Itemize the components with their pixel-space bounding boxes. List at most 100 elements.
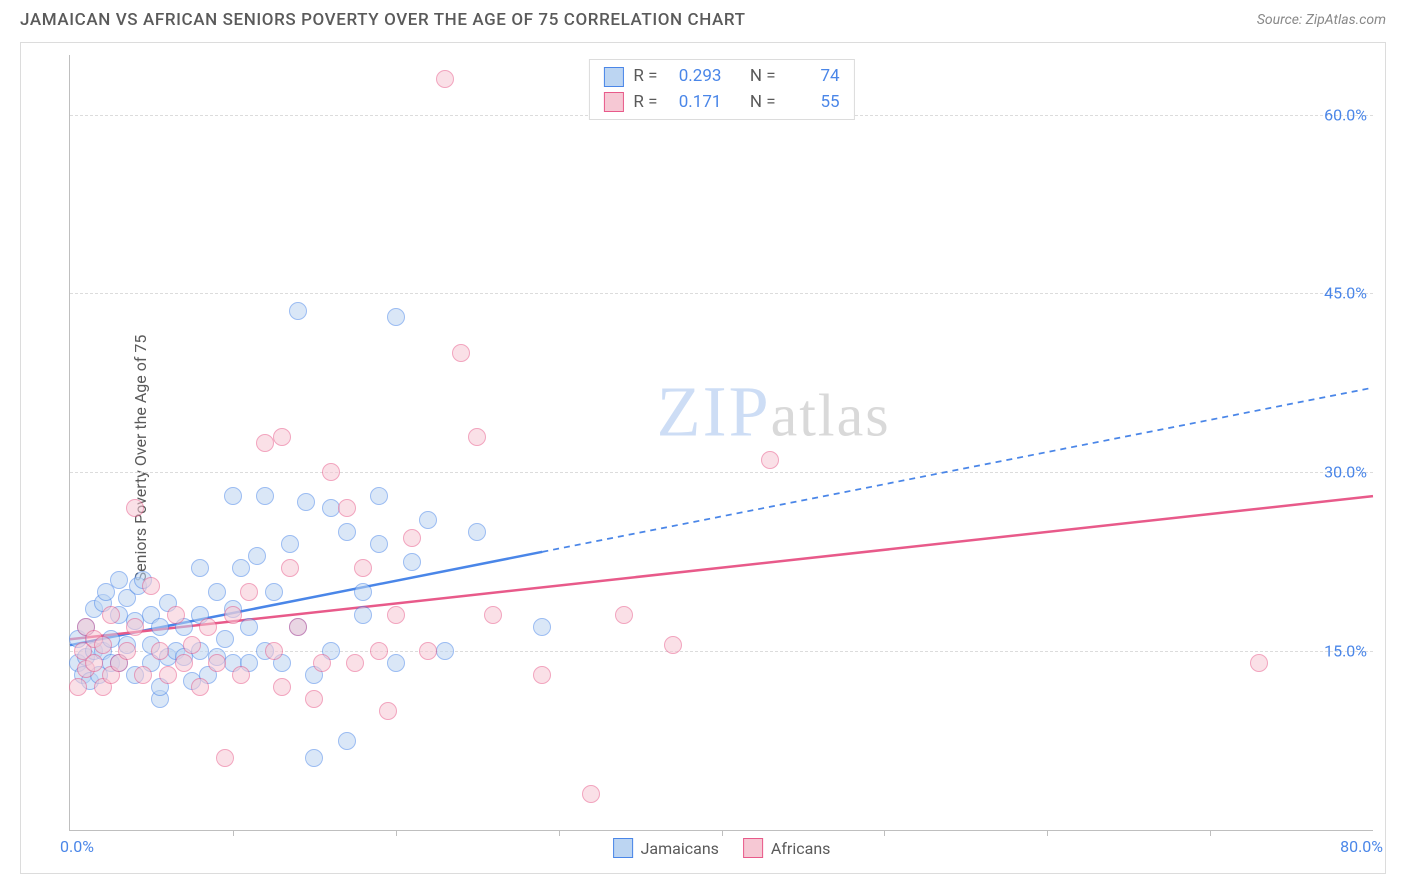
legend-row: R = 0.171 N = 55 (603, 90, 839, 116)
data-point (533, 618, 551, 636)
chart-title: JAMAICAN VS AFRICAN SENIORS POVERTY OVER… (20, 10, 746, 30)
data-point (256, 487, 274, 505)
data-point (533, 666, 551, 684)
data-point (199, 618, 217, 636)
data-point (126, 499, 144, 517)
data-point (175, 654, 193, 672)
data-point (289, 302, 307, 320)
data-point (419, 642, 437, 660)
data-point (118, 642, 136, 660)
data-point (94, 636, 112, 654)
data-point (273, 678, 291, 696)
legend-label: Africans (771, 839, 830, 858)
x-tick (722, 830, 723, 836)
data-point (151, 618, 169, 636)
plot-area: ZIPatlas R = 0.293 N = 74 R = 0.171 N = … (69, 55, 1373, 831)
data-point (224, 487, 242, 505)
data-point (582, 785, 600, 803)
y-tick-label: 45.0% (1324, 284, 1367, 303)
data-point (102, 606, 120, 624)
data-point (346, 654, 364, 672)
data-point (1250, 654, 1268, 672)
legend-r-value: 0.293 (667, 64, 721, 90)
legend-swatch (603, 67, 623, 87)
data-point (110, 571, 128, 589)
data-point (305, 690, 323, 708)
data-point (297, 493, 315, 511)
data-point (256, 434, 274, 452)
legend-item: Africans (743, 838, 830, 858)
legend-n-label: N = (750, 64, 776, 90)
y-tick-label: 15.0% (1324, 642, 1367, 661)
x-tick (396, 830, 397, 836)
chart-container: Seniors Poverty Over the Age of 75 ZIPat… (20, 42, 1386, 874)
data-point (403, 553, 421, 571)
legend-r-value: 0.171 (667, 90, 721, 116)
data-point (370, 642, 388, 660)
data-point (379, 702, 397, 720)
chart-source: Source: ZipAtlas.com (1257, 12, 1386, 28)
data-point (436, 70, 454, 88)
data-point (452, 344, 470, 362)
data-point (85, 654, 103, 672)
legend-n-value: 55 (786, 90, 840, 116)
data-point (615, 606, 633, 624)
data-point (232, 666, 250, 684)
x-tick (233, 830, 234, 836)
legend-series: Jamaicans Africans (613, 838, 831, 858)
data-point (468, 523, 486, 541)
data-point (338, 732, 356, 750)
data-point (761, 451, 779, 469)
data-point (208, 583, 226, 601)
data-point (183, 636, 201, 654)
data-point (142, 577, 160, 595)
legend-correlation: R = 0.293 N = 74 R = 0.171 N = 55 (588, 59, 854, 120)
data-point (240, 583, 258, 601)
data-point (232, 559, 250, 577)
y-tick-label: 60.0% (1324, 105, 1367, 124)
legend-r-label: R = (633, 90, 657, 116)
data-point (468, 428, 486, 446)
data-point (436, 642, 454, 660)
legend-row: R = 0.293 N = 74 (603, 64, 839, 90)
x-tick (559, 830, 560, 836)
data-point (322, 463, 340, 481)
data-point (191, 678, 209, 696)
data-point (159, 666, 177, 684)
data-point (387, 606, 405, 624)
data-point (305, 749, 323, 767)
x-axis-min-label: 0.0% (60, 837, 94, 856)
data-point (370, 487, 388, 505)
data-point (240, 618, 258, 636)
data-point (354, 559, 372, 577)
legend-item: Jamaicans (613, 838, 719, 858)
legend-swatch (743, 838, 763, 858)
data-point (265, 642, 283, 660)
data-point (419, 511, 437, 529)
x-tick (1047, 830, 1048, 836)
legend-r-label: R = (633, 64, 657, 90)
data-point (208, 654, 226, 672)
data-point (167, 606, 185, 624)
legend-label: Jamaicans (641, 839, 719, 858)
data-point (281, 559, 299, 577)
data-point (248, 547, 266, 565)
legend-n-value: 74 (786, 64, 840, 90)
data-point (69, 678, 87, 696)
data-point (354, 606, 372, 624)
x-axis-max-label: 80.0% (1340, 837, 1383, 856)
data-point (273, 428, 291, 446)
data-point (265, 583, 283, 601)
data-point (151, 642, 169, 660)
x-tick (1210, 830, 1211, 836)
data-point (338, 499, 356, 517)
x-tick (884, 830, 885, 836)
data-point (484, 606, 502, 624)
data-point (281, 535, 299, 553)
legend-n-label: N = (750, 90, 776, 116)
legend-swatch (603, 92, 623, 112)
data-point (387, 308, 405, 326)
data-point (216, 630, 234, 648)
data-point (313, 654, 331, 672)
data-point (191, 559, 209, 577)
